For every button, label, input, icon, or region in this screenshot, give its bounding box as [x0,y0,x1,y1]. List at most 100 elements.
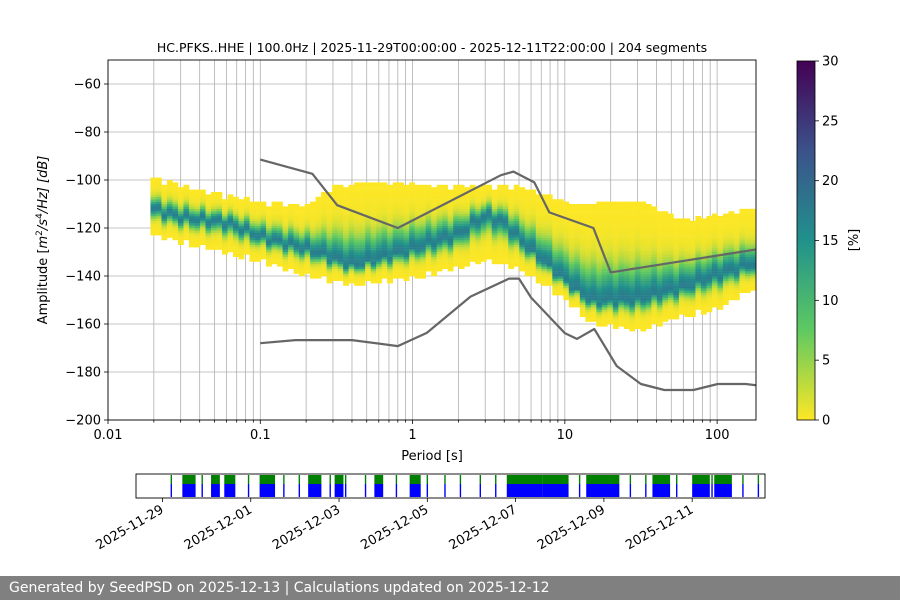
density-cell [332,228,338,231]
density-cell [634,208,641,212]
density-cell [684,225,691,229]
density-cell [541,278,548,281]
density-cell [343,213,349,217]
density-cell [370,216,377,219]
density-cell [497,235,504,238]
density-cell [524,252,531,255]
density-cell [706,256,713,260]
density-cell [711,271,718,274]
density-cell [227,249,234,253]
density-cell [249,230,256,233]
density-cell [535,261,542,265]
density-cell [491,223,498,226]
density-cell [238,213,245,217]
density-cell [238,216,245,219]
density-cell [376,264,382,267]
density-cell [667,244,674,248]
density-cell [288,216,294,219]
density-cell [706,235,713,238]
density-cell [403,254,410,257]
density-cell [607,273,614,277]
density-cell [414,218,421,221]
density-cell [640,249,647,253]
density-cell [590,261,597,265]
density-cell [640,307,647,310]
density-cell [673,256,680,260]
density-cell [508,264,515,267]
density-cell [469,206,476,209]
density-cell [222,230,228,233]
density-cell [392,187,399,190]
density-cell [332,237,338,241]
density-cell [469,259,476,262]
density-cell [629,328,636,332]
density-cell [199,201,206,205]
density-cell [640,276,647,279]
density-cell [155,180,162,183]
density-cell [744,276,751,279]
density-cell [315,249,322,253]
density-cell [381,201,388,205]
density-cell [513,204,520,207]
density-cell [552,268,559,272]
density-cell [172,228,179,231]
density-cell [155,230,162,233]
density-cell [728,264,735,267]
density-cell [486,216,493,219]
density-cell [282,211,289,214]
density-cell [744,242,751,245]
density-cell [392,223,399,226]
density-cell [601,230,608,233]
density-cell [431,261,438,265]
density-cell [188,201,195,205]
density-cell [343,218,349,221]
density-cell [315,256,322,260]
density-cell [568,273,575,277]
density-cell [673,290,680,293]
density-cell [277,235,283,238]
density-cell [376,273,382,277]
density-cell [530,216,537,219]
density-cell [150,225,157,229]
density-cell [425,237,432,241]
density-cell [392,228,399,231]
density-cell [293,216,300,219]
density-cell [244,199,250,202]
density-cell [392,218,399,221]
density-cell [414,184,421,188]
density-cell [376,206,382,209]
density-cell [321,199,327,202]
density-cell [458,230,465,233]
density-cell [376,247,382,250]
density-cell [282,252,289,255]
density-cell [354,256,360,260]
density-cell [486,196,493,200]
density-cell [612,326,619,329]
density-cell [530,266,537,269]
density-cell [409,249,415,253]
density-cell [260,201,267,205]
density-cell [662,232,669,236]
density-cell [398,259,404,262]
density-cell [557,242,564,245]
density-cell [442,189,449,193]
density-cell [321,254,327,257]
density-cell [348,244,355,248]
density-cell [535,271,542,274]
density-cell [409,240,415,243]
density-cell [700,242,707,245]
density-cell [480,192,487,195]
density-cell [678,271,685,274]
density-cell [601,266,608,269]
density-cell [244,225,250,229]
density-cell [431,220,438,224]
density-cell [607,304,614,308]
density-cell [409,220,415,224]
density-cell [337,266,344,269]
density-cell [392,247,399,250]
density-cell [431,259,438,262]
density-cell [678,276,685,279]
density-cell [557,213,564,217]
density-cell [420,276,426,279]
density-cell [359,247,366,250]
